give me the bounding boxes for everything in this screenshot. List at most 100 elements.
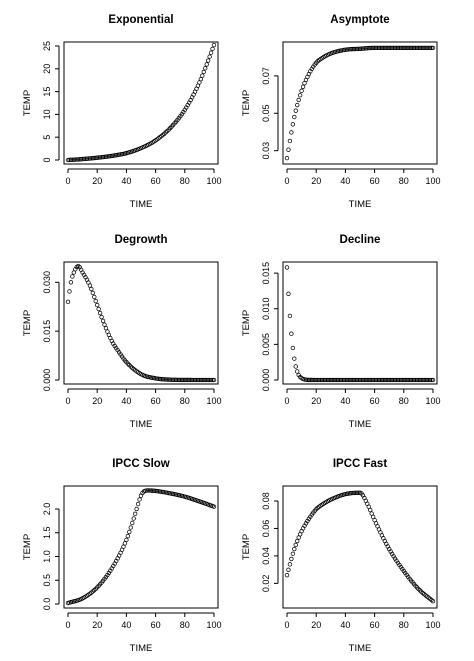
data-point [168,377,173,382]
data-point [391,45,396,51]
data-point [201,377,206,383]
data-point [84,156,90,161]
data-point [127,529,132,535]
panel-0: Exponential 0 20 40 60 80 100 TIME 0 5 10 15 20 25 TEM… [22,14,222,210]
data-point [360,46,366,51]
data-point [331,377,336,383]
y-tick-label: 20 [42,64,52,74]
data-point [373,45,379,51]
data-point [420,377,425,383]
data-point [328,377,333,383]
data-point [211,42,217,48]
data-point [392,45,398,51]
data-point [181,377,186,383]
x-tick-label: 60 [370,176,380,186]
data-point [325,377,331,383]
data-point [182,377,187,383]
data-point [146,488,151,493]
data-point [87,156,93,161]
data-point [378,45,383,51]
data-point [416,377,421,383]
x-tick-label: 20 [92,176,102,186]
data-point [370,45,376,51]
data-point [424,377,430,383]
data-point [353,377,358,383]
y-tick-label: 0.010 [261,297,271,320]
data-point [128,525,133,530]
plot-frame [63,41,219,165]
data-point [346,47,351,52]
data-point [369,377,374,383]
data-point [78,157,84,162]
data-point [89,156,94,161]
x-tick-label: 20 [311,176,321,186]
data-point [430,599,436,604]
data-point [197,377,202,383]
data-point [387,377,392,383]
data-point [365,46,370,51]
data-point [286,291,291,296]
x-tick-label: 100 [206,620,221,630]
data-point [414,45,420,51]
y-tick-label: 0.02 [261,575,271,593]
y-axis-label: TEMP [22,90,33,116]
data-point [401,45,406,51]
data-point [359,377,364,383]
data-point [403,45,408,51]
data-point [324,377,329,383]
data-point [287,313,293,319]
x-tick-label: 40 [121,396,131,406]
data-point [382,45,387,51]
data-point [363,377,369,383]
data-point [413,45,418,51]
data-point [309,377,314,383]
data-point [406,377,411,383]
data-point [422,45,427,51]
data-point [330,377,335,383]
data-point [363,46,369,51]
data-point [353,490,358,496]
data-point [314,377,319,383]
y-tick-label: 0.030 [42,271,52,294]
data-point [414,377,420,383]
data-point [340,377,345,383]
data-point [400,45,405,51]
x-tick-label: 80 [180,620,190,630]
data-point [93,155,98,161]
data-point [70,157,75,162]
data-point [321,377,326,383]
data-point [398,377,404,383]
x-tick-label: 40 [340,176,350,186]
data-point [99,314,104,320]
data-point [99,155,104,160]
data-point [211,377,217,383]
data-point [322,377,328,383]
data-point [349,377,354,383]
data-point [68,157,74,162]
x-tick-label: 80 [399,620,409,630]
data-point [95,155,100,160]
data-point [406,45,411,51]
data-point [300,84,306,89]
x-tick-label: 100 [425,620,440,630]
data-point [97,310,103,316]
data-point [351,490,357,496]
data-point [347,377,352,383]
x-axis-label: TIME [349,199,372,210]
data-point [389,45,395,51]
data-point [411,45,417,51]
y-tick-label: 0.03 [261,142,271,160]
y-axis-label: TEMP [22,310,33,336]
data-point [397,377,402,383]
data-point [189,377,195,383]
data-point [429,377,434,383]
data-point [356,490,361,495]
data-point [102,322,107,327]
y-tick-label: 0.000 [42,369,52,392]
data-point [357,377,363,383]
data-point [407,45,412,51]
data-point [370,377,376,383]
data-point [369,45,374,51]
data-point [354,490,360,495]
